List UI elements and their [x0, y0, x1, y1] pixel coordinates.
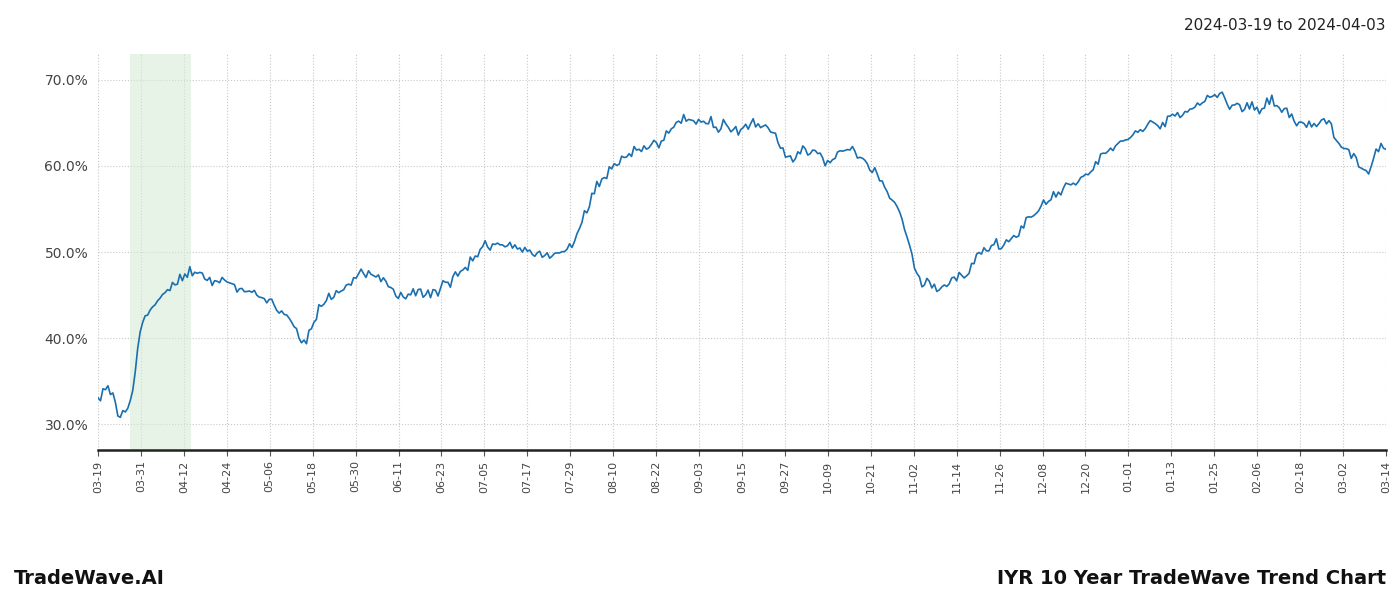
Bar — [130, 54, 190, 450]
Text: 2024-03-19 to 2024-04-03: 2024-03-19 to 2024-04-03 — [1184, 18, 1386, 33]
Text: TradeWave.AI: TradeWave.AI — [14, 569, 165, 588]
Text: IYR 10 Year TradeWave Trend Chart: IYR 10 Year TradeWave Trend Chart — [997, 569, 1386, 588]
